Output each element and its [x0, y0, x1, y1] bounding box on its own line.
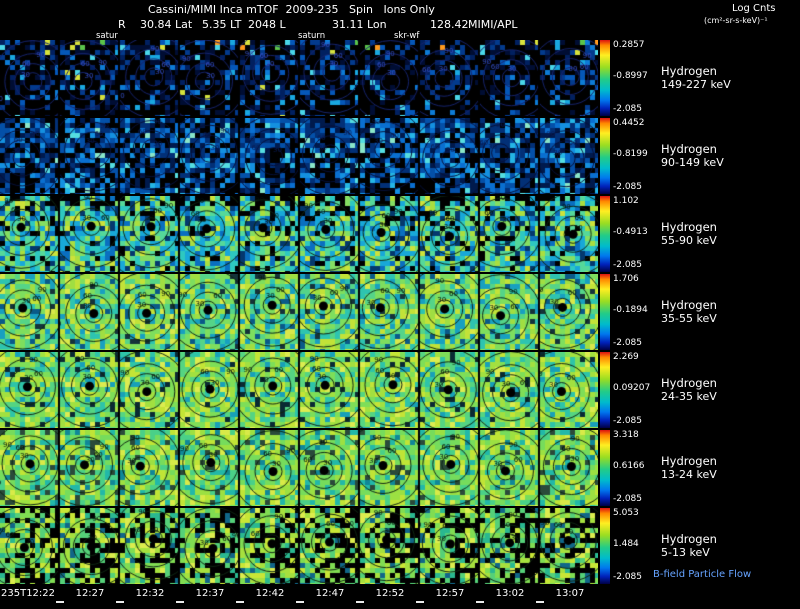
energy-row-5-13-kev: 5.053 1.484 -2.085 Hydrogen 5-13 keV: [0, 508, 800, 584]
colorbar-mid-label: 0.09207: [613, 383, 651, 393]
energy-row-55-90-kev: 1.102 -0.4913 -2.085 Hydrogen 55-90 keV: [0, 196, 800, 272]
status-sub-label: skr-wf: [394, 31, 420, 41]
colorbar-max-label: 2.269: [613, 352, 639, 362]
energy-range-label: 24-35 keV: [661, 390, 717, 403]
energy-range-label: 55-90 keV: [661, 234, 717, 247]
bfield-particle-flow-note: B-field Particle Flow: [653, 569, 752, 580]
species-label: Hydrogen: [661, 532, 717, 546]
spectrogram-panels-canvas: [0, 196, 598, 272]
species-label: Hydrogen: [661, 298, 717, 312]
colorbar-min-label: -2.085: [613, 260, 643, 270]
colorbar: [600, 196, 610, 272]
time-tick-label: 13:02: [495, 588, 525, 599]
colorbar: [600, 430, 610, 506]
colorbar-max-label: 0.2857: [613, 40, 645, 50]
species-label: Hydrogen: [661, 64, 717, 78]
log-cnts-units: (cm²-sr-s-keV)⁻¹: [704, 16, 768, 25]
time-tick-label: 12:47: [315, 588, 345, 599]
spectrogram-panels-canvas: [0, 430, 598, 506]
colorbar-min-label: -2.085: [613, 494, 643, 504]
time-axis-tick: [236, 601, 244, 603]
energy-range-label: 35-55 keV: [661, 312, 717, 325]
time-tick-label: 12:27: [75, 588, 105, 599]
status-segment: 31.11 Lon: [332, 18, 387, 31]
colorbar: [600, 352, 610, 428]
energy-row-35-55-kev: 1.706 -0.1894 -2.085 Hydrogen 35-55 keV: [0, 274, 800, 350]
spectrogram-panels-canvas: [0, 508, 598, 584]
time-axis-tick: [116, 601, 124, 603]
energy-row-24-35-kev: 2.269 0.09207 -2.085 Hydrogen 24-35 keV: [0, 352, 800, 428]
colorbar-max-label: 5.053: [613, 508, 639, 518]
energy-row-90-149-kev: 0.4452 -0.8199 -2.085 Hydrogen 90-149 keV: [0, 118, 800, 194]
colorbar-mid-label: -0.1894: [613, 305, 648, 315]
status-segment: 5.35 LT: [202, 18, 242, 31]
status-sub-label: satur: [96, 31, 118, 41]
status-segment: 30.84 Lat: [140, 18, 193, 31]
time-axis-tick: [476, 601, 484, 603]
species-label: Hydrogen: [661, 142, 717, 156]
colorbar-mid-label: -0.8199: [613, 149, 648, 159]
colorbar-max-label: 0.4452: [613, 118, 645, 128]
time-tick-label: 12:32: [135, 588, 165, 599]
page-title: Cassini/MIMI Inca mTOF 2009-235 Spin Ion…: [148, 3, 435, 16]
spectrogram-panels-canvas: [0, 118, 598, 194]
colorbar-max-label: 1.102: [613, 196, 639, 206]
time-axis: 235T12:22 12:27 12:32 12:37 12:42 12:47 12:52 1…: [0, 588, 800, 608]
spectrogram-panels-canvas: [0, 274, 598, 350]
energy-range-label: 149-227 keV: [661, 78, 731, 91]
time-axis-tick: [176, 601, 184, 603]
status-segment: MIMI/APL: [468, 18, 518, 31]
colorbar-min-label: -2.085: [613, 182, 643, 192]
status-segment: 2048 L: [248, 18, 286, 31]
colorbar: [600, 508, 610, 584]
colorbar-mid-label: 1.484: [613, 539, 639, 549]
status-segment: 128.42: [430, 18, 469, 31]
time-tick-label: 235T12:22: [1, 588, 56, 599]
colorbar-mid-label: 0.6166: [613, 461, 645, 471]
colorbar: [600, 40, 610, 116]
colorbar-mid-label: -0.4913: [613, 227, 648, 237]
time-tick-label: 12:52: [375, 588, 405, 599]
energy-range-label: 13-24 keV: [661, 468, 717, 481]
energy-range-label: 90-149 keV: [661, 156, 724, 169]
spectrogram-panels-canvas: [0, 352, 598, 428]
log-cnts-label: Log Cnts: [732, 3, 776, 14]
species-label: Hydrogen: [661, 376, 717, 390]
time-axis-tick: [296, 601, 304, 603]
colorbar: [600, 118, 610, 194]
colorbar: [600, 274, 610, 350]
status-segment: R: [118, 18, 126, 31]
colorbar-min-label: -2.085: [613, 572, 643, 582]
energy-range-label: 5-13 keV: [661, 546, 710, 559]
spectrogram-panels-canvas: [0, 40, 598, 116]
time-tick-label: 12:37: [195, 588, 225, 599]
time-tick-label: 12:42: [255, 588, 285, 599]
time-axis-tick: [356, 601, 364, 603]
energy-row-149-227-kev: 0.2857 -0.8997 -2.085 Hydrogen 149-227 keV: [0, 40, 800, 116]
colorbar-max-label: 1.706: [613, 274, 639, 284]
colorbar-max-label: 3.318: [613, 430, 639, 440]
time-axis-tick: [416, 601, 424, 603]
time-axis-tick: [56, 601, 64, 603]
status-sub-label: saturn: [298, 31, 326, 41]
colorbar-min-label: -2.085: [613, 338, 643, 348]
species-label: Hydrogen: [661, 454, 717, 468]
species-label: Hydrogen: [661, 220, 717, 234]
colorbar-min-label: -2.085: [613, 416, 643, 426]
time-axis-tick: [536, 601, 544, 603]
time-tick-label: 13:07: [555, 588, 585, 599]
colorbar-min-label: -2.085: [613, 104, 643, 114]
energy-row-13-24-kev: 3.318 0.6166 -2.085 Hydrogen 13-24 keV: [0, 430, 800, 506]
time-tick-label: 12:57: [435, 588, 465, 599]
colorbar-mid-label: -0.8997: [613, 71, 648, 81]
